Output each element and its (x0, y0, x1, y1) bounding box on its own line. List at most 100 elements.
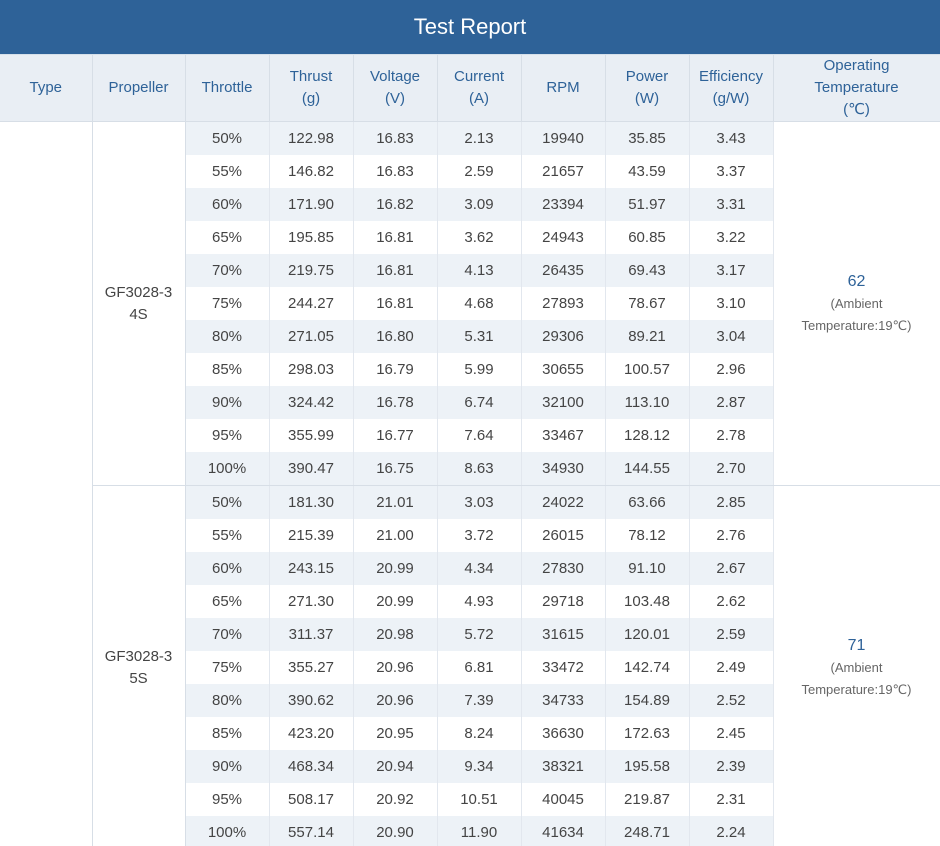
header-efficiency-unit: (g/W) (712, 90, 750, 107)
efficiency-cell: 3.31 (689, 188, 774, 221)
current-cell: 5.99 (437, 353, 522, 386)
voltage-cell: 16.81 (353, 287, 438, 320)
voltage-cell: 16.83 (353, 155, 438, 188)
propeller-cell: GF3028-3 4S (92, 121, 186, 486)
rpm-cell: 30655 (521, 353, 606, 386)
voltage-cell: 20.94 (353, 750, 438, 783)
efficiency-cell: 3.04 (689, 320, 774, 353)
type-cell (0, 121, 93, 846)
voltage-cell: 16.80 (353, 320, 438, 353)
power-cell: 78.12 (605, 519, 690, 552)
voltage-cell: 20.99 (353, 552, 438, 585)
table-row: 95% 508.17 20.92 10.51 40045 219.87 2.31 (0, 783, 940, 816)
header-thrust-label: Thrust (289, 68, 333, 85)
efficiency-cell: 2.62 (689, 585, 774, 618)
voltage-cell: 20.95 (353, 717, 438, 750)
header-propeller: Propeller (92, 55, 186, 122)
current-cell: 7.39 (437, 684, 522, 717)
table-row: 65% 195.85 16.81 3.62 24943 60.85 3.22 (0, 221, 940, 254)
throttle-cell: 100% (185, 452, 270, 486)
header-temperature-unit: (℃) (843, 101, 870, 118)
efficiency-cell: 2.87 (689, 386, 774, 419)
throttle-cell: 65% (185, 221, 270, 254)
power-cell: 154.89 (605, 684, 690, 717)
power-cell: 91.10 (605, 552, 690, 585)
power-cell: 103.48 (605, 585, 690, 618)
header-type-label: Type (29, 79, 63, 96)
voltage-cell: 16.81 (353, 254, 438, 287)
thrust-cell: 146.82 (269, 155, 354, 188)
rpm-cell: 23394 (521, 188, 606, 221)
rpm-cell: 33467 (521, 419, 606, 452)
throttle-cell: 65% (185, 585, 270, 618)
current-cell: 2.59 (437, 155, 522, 188)
power-cell: 35.85 (605, 121, 690, 155)
table-row: GF3028-3 4S 50% 122.98 16.83 2.13 19940 35.85 3.… (0, 121, 940, 846)
table-row: 95% 355.99 16.77 7.64 33467 128.12 2.78 (0, 419, 940, 452)
rpm-cell: 26015 (521, 519, 606, 552)
ambient-temperature-note: (Ambient (830, 659, 883, 675)
propeller-label: 5S (129, 669, 148, 687)
rpm-cell: 27830 (521, 552, 606, 585)
power-cell: 100.57 (605, 353, 690, 386)
current-cell: 2.13 (437, 121, 522, 155)
efficiency-cell: 3.17 (689, 254, 774, 287)
throttle-cell: 85% (185, 353, 270, 386)
throttle-cell: 90% (185, 750, 270, 783)
header-thrust-unit: (g) (301, 90, 321, 107)
temperature-cell: 71 (Ambient Temperature:19℃) (773, 485, 940, 846)
throttle-cell: 60% (185, 188, 270, 221)
header-power-label: Power (625, 68, 669, 85)
power-cell: 142.74 (605, 651, 690, 684)
table-row: 90% 324.42 16.78 6.74 32100 113.10 2.87 (0, 386, 940, 419)
thrust-cell: 244.27 (269, 287, 354, 320)
operating-temperature-value: 71 (847, 636, 866, 654)
rpm-cell: 29306 (521, 320, 606, 353)
table-row: 85% 298.03 16.79 5.99 30655 100.57 2.96 (0, 353, 940, 386)
table-row: 55% 146.82 16.83 2.59 21657 43.59 3.37 (0, 155, 940, 188)
efficiency-cell: 3.22 (689, 221, 774, 254)
thrust-cell: 423.20 (269, 717, 354, 750)
thrust-cell: 181.30 (269, 485, 354, 519)
efficiency-cell: 3.10 (689, 287, 774, 320)
efficiency-cell: 2.59 (689, 618, 774, 651)
rpm-cell: 33472 (521, 651, 606, 684)
voltage-cell: 20.92 (353, 783, 438, 816)
report-table: Type Propeller Throttle Thrust (g) Voltag… (0, 55, 940, 846)
thrust-cell: 311.37 (269, 618, 354, 651)
power-cell: 69.43 (605, 254, 690, 287)
current-cell: 11.90 (437, 816, 522, 846)
power-cell: 172.63 (605, 717, 690, 750)
thrust-cell: 390.62 (269, 684, 354, 717)
efficiency-cell: 2.31 (689, 783, 774, 816)
voltage-cell: 16.78 (353, 386, 438, 419)
rpm-cell: 27893 (521, 287, 606, 320)
current-cell: 5.72 (437, 618, 522, 651)
throttle-cell: 55% (185, 519, 270, 552)
header-throttle: Throttle (185, 55, 270, 122)
current-cell: 3.72 (437, 519, 522, 552)
table-row: 80% 271.05 16.80 5.31 29306 89.21 3.04 (0, 320, 940, 353)
rpm-cell: 21657 (521, 155, 606, 188)
rpm-cell: 41634 (521, 816, 606, 846)
power-cell: 78.67 (605, 287, 690, 320)
voltage-cell: 21.01 (353, 485, 438, 519)
propeller-label: 4S (129, 305, 148, 323)
power-cell: 120.01 (605, 618, 690, 651)
throttle-cell: 95% (185, 783, 270, 816)
table-row: GF3028-3 5S 50% 181.30 21.01 3.03 24022 63.66 2.… (0, 485, 940, 846)
efficiency-cell: 2.52 (689, 684, 774, 717)
header-efficiency-label: Efficiency (699, 68, 763, 85)
power-cell: 89.21 (605, 320, 690, 353)
rpm-cell: 31615 (521, 618, 606, 651)
voltage-cell: 16.75 (353, 452, 438, 486)
table-row: 75% 355.27 20.96 6.81 33472 142.74 2.49 (0, 651, 940, 684)
thrust-cell: 508.17 (269, 783, 354, 816)
efficiency-cell: 2.45 (689, 717, 774, 750)
throttle-cell: 50% (185, 121, 270, 155)
throttle-cell: 80% (185, 684, 270, 717)
rpm-cell: 19940 (521, 121, 606, 155)
header-voltage: Voltage (V) (353, 55, 438, 122)
header-power-unit: (W) (634, 90, 660, 107)
